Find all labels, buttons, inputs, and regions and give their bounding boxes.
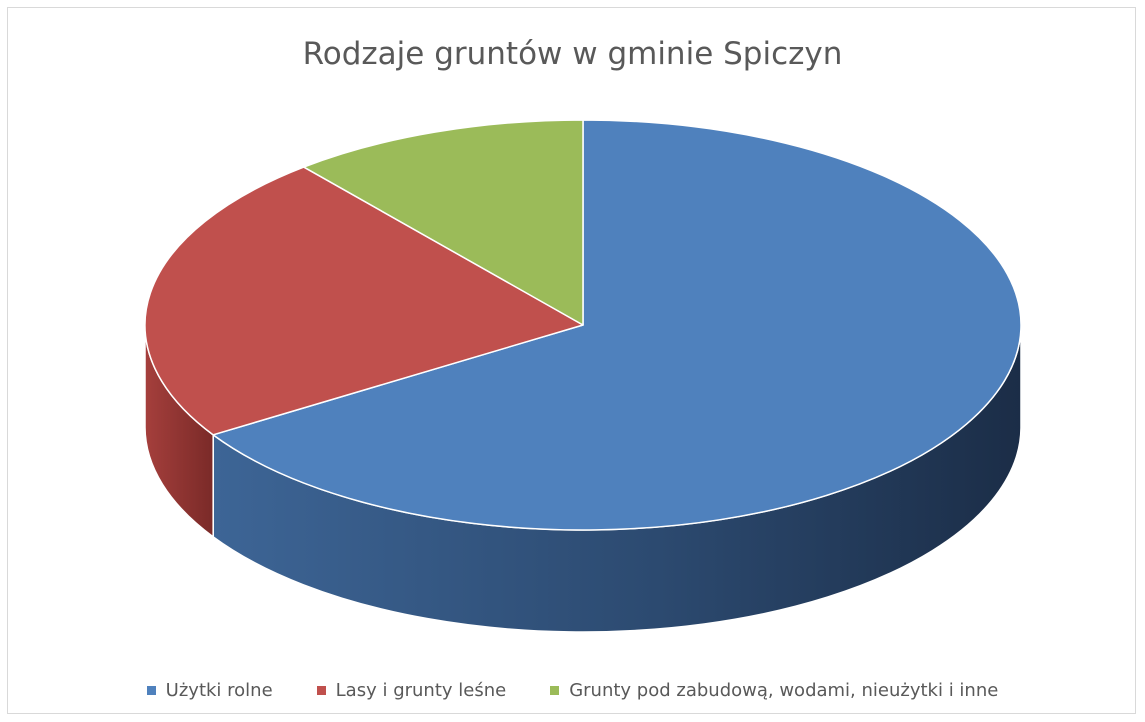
legend: Użytki rolne Lasy i grunty leśne Grunty po…: [0, 680, 1145, 701]
legend-swatch-2: [550, 686, 560, 695]
legend-swatch-1: [316, 686, 326, 695]
legend-item-1: Lasy i grunty leśne: [316, 680, 507, 701]
pie-slice-1[interactable]: [144, 166, 584, 436]
legend-item-0: Użytki rolne: [146, 680, 273, 701]
pie-slice-0[interactable]: [212, 119, 1022, 531]
legend-label-1: Lasy i grunty leśne: [335, 680, 507, 701]
pie-tops: [144, 119, 1022, 531]
chart-title: Rodzaje gruntów w gminie Spiczyn: [302, 36, 843, 72]
legend-label-0: Użytki rolne: [165, 680, 273, 701]
pie-slice-2[interactable]: [303, 119, 584, 326]
legend-label-2: Grunty pod zabudową, wodami, nieużytki i…: [569, 680, 999, 701]
legend-item-2: Grunty pod zabudową, wodami, nieużytki i…: [550, 680, 998, 701]
legend-swatch-0: [146, 686, 156, 695]
